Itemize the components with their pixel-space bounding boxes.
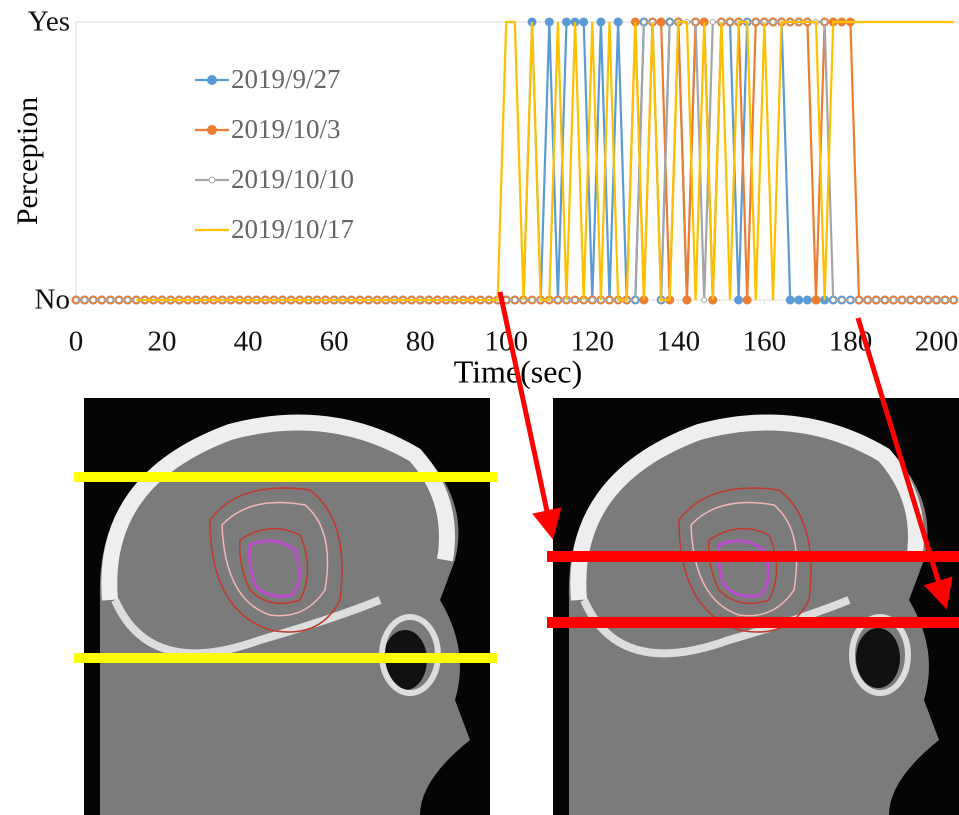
point xyxy=(117,298,122,303)
point xyxy=(934,298,939,303)
point xyxy=(727,20,732,25)
point xyxy=(125,298,130,303)
x-tick-label: 160 xyxy=(743,326,787,358)
point xyxy=(900,298,905,303)
point xyxy=(545,18,553,26)
point xyxy=(891,298,896,303)
point xyxy=(614,18,622,26)
point xyxy=(641,20,646,25)
legend-label: 2019/10/10 xyxy=(231,164,354,194)
point xyxy=(667,20,672,25)
point xyxy=(693,20,698,25)
point xyxy=(743,296,751,304)
point xyxy=(657,18,665,26)
point xyxy=(753,20,758,25)
point xyxy=(82,298,87,303)
y-axis-label: Perception xyxy=(11,97,44,225)
x-tick-label: 0 xyxy=(69,326,84,358)
x-tick-label: 20 xyxy=(148,326,177,358)
figure: NoYes0204060801001201401601802002019/9/2… xyxy=(0,0,959,815)
point xyxy=(530,298,535,303)
x-tick-label: 80 xyxy=(406,326,435,358)
legend-marker xyxy=(208,76,217,85)
point xyxy=(857,298,862,303)
series-line xyxy=(76,22,954,300)
point xyxy=(562,18,570,26)
ct-image-right xyxy=(547,398,959,815)
point xyxy=(917,298,922,303)
point xyxy=(607,298,612,303)
point xyxy=(908,298,913,303)
point xyxy=(839,298,844,303)
point xyxy=(925,298,930,303)
point xyxy=(580,18,588,26)
point xyxy=(512,298,517,303)
point xyxy=(573,298,578,303)
legend-label: 2019/9/27 xyxy=(231,64,341,94)
point xyxy=(803,296,811,304)
point xyxy=(874,298,879,303)
point xyxy=(702,298,707,303)
point xyxy=(812,296,820,304)
x-tick-label: 60 xyxy=(320,326,349,358)
point xyxy=(710,20,715,25)
point xyxy=(683,296,691,304)
point xyxy=(865,298,870,303)
point xyxy=(882,298,887,303)
point xyxy=(786,296,794,304)
ct-image-left xyxy=(74,398,497,815)
x-tick-label: 140 xyxy=(657,326,701,358)
legend-marker xyxy=(208,126,217,135)
point xyxy=(108,298,113,303)
point xyxy=(99,298,104,303)
point xyxy=(848,298,853,303)
legend-marker xyxy=(209,177,215,183)
point xyxy=(555,298,560,303)
point xyxy=(770,20,775,25)
point xyxy=(597,18,605,26)
series-line xyxy=(76,22,954,300)
point xyxy=(951,298,956,303)
legend-label: 2019/10/3 xyxy=(231,114,341,144)
point xyxy=(590,298,595,303)
point xyxy=(943,298,948,303)
point xyxy=(795,296,803,304)
point xyxy=(822,20,827,25)
x-tick-label: 200 xyxy=(915,326,959,358)
point xyxy=(633,298,638,303)
point xyxy=(831,298,836,303)
legend-label: 2019/10/17 xyxy=(231,214,354,244)
point xyxy=(91,298,96,303)
point xyxy=(735,296,743,304)
y-tick-label: Yes xyxy=(28,6,70,38)
point xyxy=(74,298,79,303)
series-line xyxy=(76,22,954,300)
x-tick-label: 40 xyxy=(234,326,263,358)
y-tick-label: No xyxy=(35,284,70,316)
